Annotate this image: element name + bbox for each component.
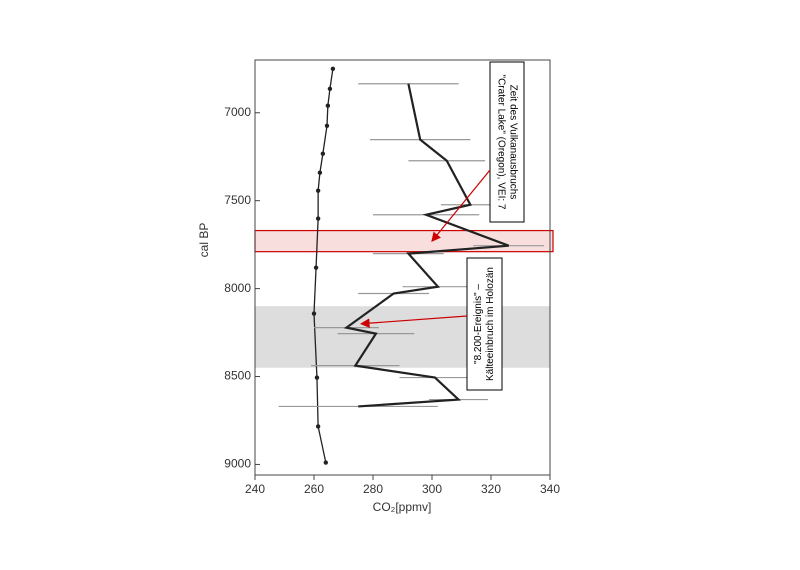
annotation-text: Zeit des Vulkanausbruchs	[507, 85, 518, 200]
annotation-text: Kälteeinbruch im Holozän	[485, 267, 496, 381]
highlight-band	[254, 229, 554, 253]
annotation-box	[489, 61, 525, 223]
y-tick-label: 7500	[224, 193, 251, 207]
x-tick-label: 280	[363, 482, 383, 496]
annotation-arrow	[431, 169, 491, 243]
annotation-text: "8.200-Ereignis" –	[473, 284, 484, 364]
y-tick-label: 9000	[224, 457, 251, 471]
y-tick-label: 8500	[224, 369, 251, 383]
y-tick-label: 8000	[224, 281, 251, 295]
x-tick-label: 240	[245, 482, 265, 496]
x-tick-label: 340	[540, 482, 560, 496]
point	[325, 103, 331, 108]
point	[311, 311, 317, 316]
point	[320, 151, 326, 156]
annotation-text: "Crater Lake" (Oregon), VEI: 7	[495, 75, 506, 210]
annotation-arrow	[360, 315, 468, 328]
x-tick-label: 320	[481, 482, 501, 496]
y-axis-label: cal BP	[197, 223, 211, 258]
point	[323, 460, 328, 465]
point	[313, 265, 319, 270]
annotation: Zeit des Vulkanausbruchs"Crater Lake" (O…	[489, 61, 525, 223]
point	[330, 66, 336, 71]
series-line	[343, 83, 510, 408]
point	[324, 123, 330, 128]
plot-frame	[254, 59, 551, 476]
highlight-band	[255, 306, 550, 368]
point	[314, 375, 320, 380]
x-tick-label: 260	[304, 482, 324, 496]
annotation-box	[466, 257, 503, 391]
x-axis-label: CO₂[ppmv]	[373, 500, 432, 514]
point	[327, 86, 333, 92]
x-tick-label: 300	[422, 482, 442, 496]
annotation: "8.200-Ereignis" – Kälteeinbruch im Holoz…	[466, 257, 503, 391]
point	[315, 424, 321, 429]
y-tick-label: 7000	[224, 105, 251, 119]
point	[315, 216, 321, 221]
point	[315, 188, 321, 193]
point	[317, 170, 323, 175]
